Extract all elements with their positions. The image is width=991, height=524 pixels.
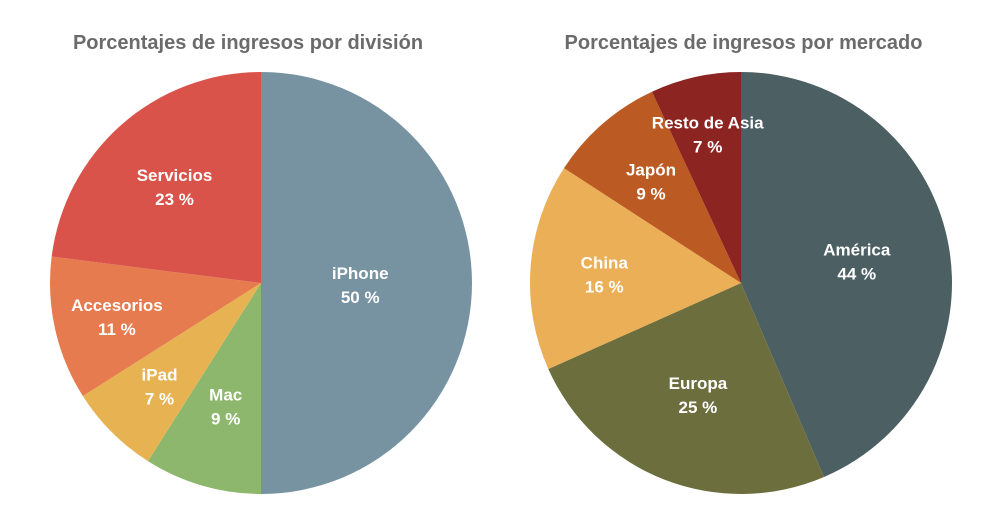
chart-title: Porcentajes de ingresos por división xyxy=(72,32,424,54)
pie-chart-market: América 44 % Europa 25 % China 16 % Japón 9 % Re… xyxy=(529,72,952,494)
slice-label-resto-de-asia: Resto de Asia xyxy=(652,114,764,133)
slice-label-accesorios: Accesorios xyxy=(71,296,163,315)
slice-value-accesorios: 11 % xyxy=(98,320,136,339)
chart-title: Porcentajes de ingresos por mercado xyxy=(564,32,923,54)
pie-slice-europa xyxy=(548,283,825,494)
slice-label-iphone: iPhone xyxy=(332,264,389,283)
slice-value-ipad: 7 % xyxy=(145,390,174,409)
pie-slice-servicios xyxy=(51,71,261,283)
chart-market: Porcentajes de ingresos por mercado Amér… xyxy=(496,0,991,524)
pie-slice-iphone xyxy=(261,72,472,494)
slice-value-mac: 9 % xyxy=(211,410,240,429)
slice-label-america: América xyxy=(823,240,891,259)
slice-label-servicios: Servicios xyxy=(137,166,213,185)
chart-division: Porcentajes de ingresos por división iPh… xyxy=(49,32,472,494)
pie-slice-china xyxy=(529,168,741,370)
pie-slice-japon xyxy=(563,91,741,283)
slice-value-iphone: 50 % xyxy=(341,288,380,307)
slice-value-japon: 9 % xyxy=(636,185,665,204)
slice-label-europa: Europa xyxy=(669,374,728,393)
slice-value-america: 44 % xyxy=(837,264,876,283)
slice-label-ipad: iPad xyxy=(142,366,178,385)
slice-value-china: 16 % xyxy=(585,277,624,296)
slice-value-resto-de-asia: 7 % xyxy=(693,138,722,157)
pie-slice-resto-de-asia xyxy=(651,72,741,283)
slice-value-servicios: 23 % xyxy=(155,190,194,209)
slice-label-mac: Mac xyxy=(209,386,242,405)
slice-value-europa: 25 % xyxy=(679,398,718,417)
slice-label-china: China xyxy=(581,253,629,272)
pie-slice-accesorios xyxy=(49,256,261,397)
pie-slice-america xyxy=(741,72,952,477)
pie-chart-division: iPhone 50 % Mac 9 % iPad 7 % Accesorios 11 % Ser… xyxy=(49,71,472,494)
pie-slice-mac xyxy=(147,283,261,494)
slice-label-japon: Japón xyxy=(626,161,676,180)
pie-slice-ipad xyxy=(82,283,261,462)
